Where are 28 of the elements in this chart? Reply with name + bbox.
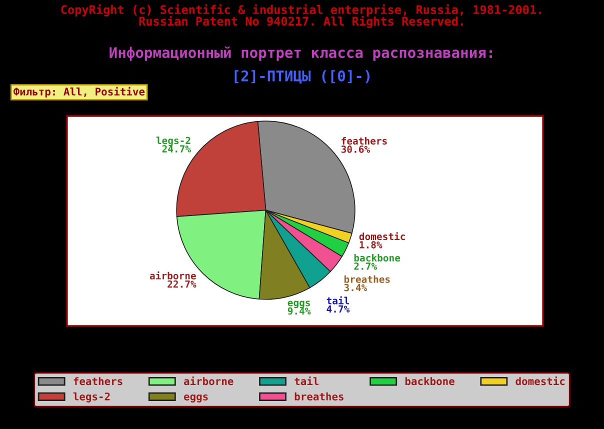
legend-label: domestic bbox=[516, 376, 565, 386]
slice-label: feathers bbox=[342, 137, 387, 145]
data-label: 9.4% bbox=[288, 307, 311, 315]
legend-label: tail bbox=[294, 376, 318, 386]
slice-label: backbone bbox=[354, 254, 400, 262]
data-label: 1.8% bbox=[360, 241, 382, 248]
data-label: 2.7% bbox=[354, 262, 377, 270]
data-label: 30.6% bbox=[341, 146, 370, 153]
legend-label: legs-2 bbox=[73, 392, 110, 402]
chart-subtitle: [2]-ПТИЦЫ ([0]-) bbox=[234, 70, 370, 84]
slice-label: eggs bbox=[288, 300, 310, 308]
slice-label: domestic bbox=[359, 232, 405, 240]
slice-label: legs-2 bbox=[156, 136, 190, 146]
legend-label: feathers bbox=[74, 377, 122, 386]
data-label: 22.7% bbox=[168, 280, 196, 288]
legend-label: airborne bbox=[184, 376, 234, 386]
text: Фильтр: All, Positive bbox=[13, 86, 145, 98]
slice-label: tail bbox=[326, 296, 350, 304]
legend-label: breathes bbox=[294, 392, 344, 400]
data-label: 3.4% bbox=[344, 284, 368, 292]
legend-label: backbone bbox=[405, 377, 454, 386]
data-label: 4.7% bbox=[326, 305, 350, 312]
slice-label: airborne bbox=[150, 271, 196, 280]
data-label: 24.7% bbox=[162, 145, 191, 152]
text: CopyRight (c) Scientific & industrial enterprise, Russia, 1981-2001. Russian Patent No 940217. All Rights Reserved. bbox=[61, 4, 542, 28]
legend-label: eggs bbox=[184, 394, 208, 402]
chart-title: Информационный портрет класса распознавания: bbox=[110, 46, 492, 61]
slice-label: breathes bbox=[344, 275, 390, 283]
